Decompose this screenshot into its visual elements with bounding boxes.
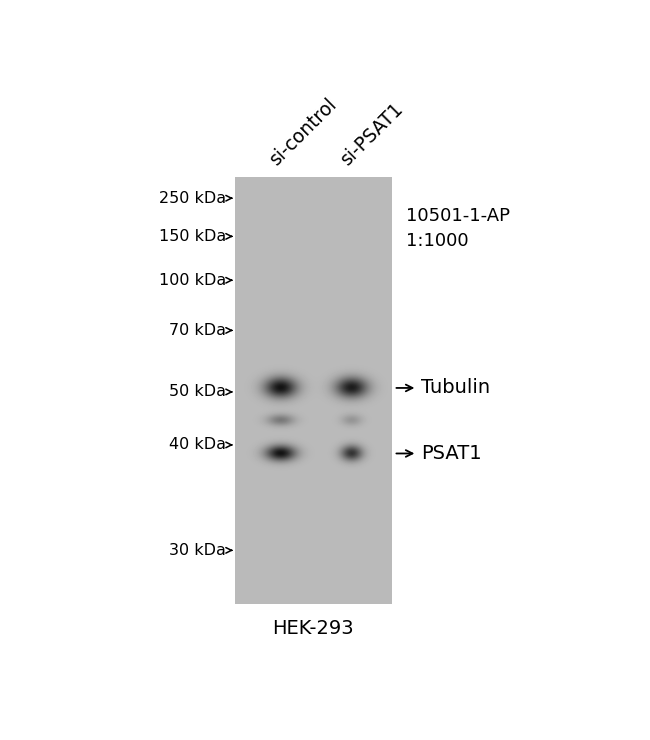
Text: 40 kDa: 40 kDa bbox=[169, 437, 226, 452]
Text: 100 kDa: 100 kDa bbox=[159, 273, 226, 288]
Text: 70 kDa: 70 kDa bbox=[169, 323, 226, 338]
Text: 250 kDa: 250 kDa bbox=[159, 191, 226, 206]
Text: PSAT1: PSAT1 bbox=[421, 444, 482, 463]
Text: 150 kDa: 150 kDa bbox=[159, 229, 226, 244]
Text: HEK-293: HEK-293 bbox=[272, 619, 354, 638]
Text: Tubulin: Tubulin bbox=[421, 378, 490, 397]
Text: 50 kDa: 50 kDa bbox=[169, 385, 226, 400]
Text: 10501-1-AP
1:1000: 10501-1-AP 1:1000 bbox=[406, 207, 510, 250]
Text: www.ptgaa.com: www.ptgaa.com bbox=[236, 380, 249, 481]
Text: 30 kDa: 30 kDa bbox=[169, 543, 226, 558]
